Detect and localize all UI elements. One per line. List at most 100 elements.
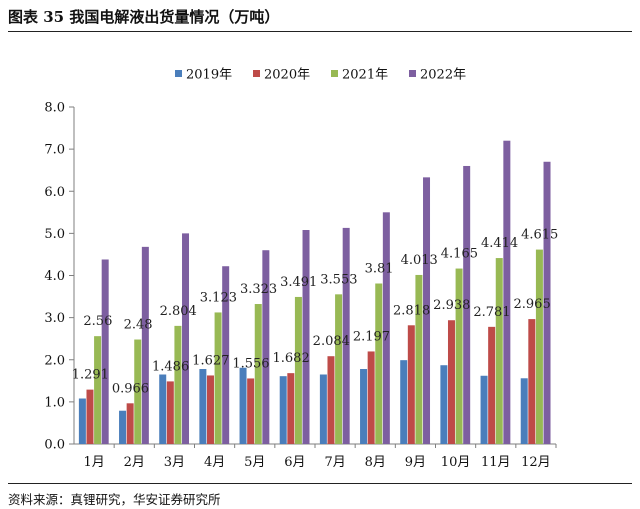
bar bbox=[222, 266, 230, 444]
bar bbox=[440, 365, 448, 444]
bar bbox=[119, 410, 127, 444]
y-tick-label: 8.0 bbox=[44, 101, 65, 116]
bar bbox=[247, 378, 255, 444]
bar bbox=[495, 258, 503, 444]
bar bbox=[126, 403, 134, 444]
data-label: 3.553 bbox=[320, 272, 357, 287]
data-label: 1.627 bbox=[192, 353, 229, 368]
bar bbox=[407, 325, 415, 444]
bar bbox=[367, 351, 375, 444]
data-label: 2.965 bbox=[514, 297, 551, 312]
x-tick-label: 5月 bbox=[244, 455, 265, 470]
legend: 2019年 2020年 2021年 2022年 bbox=[175, 68, 466, 83]
data-label: 2.48 bbox=[124, 318, 153, 333]
data-label: 3.81 bbox=[365, 262, 394, 277]
bar bbox=[302, 230, 310, 444]
bar bbox=[535, 249, 543, 444]
data-label: 4.615 bbox=[521, 228, 558, 243]
legend-swatch bbox=[253, 70, 260, 77]
bar bbox=[447, 320, 455, 444]
bar bbox=[400, 360, 408, 444]
legend-label: 2019年 bbox=[186, 68, 232, 83]
bar bbox=[287, 373, 295, 444]
bar bbox=[480, 375, 488, 444]
bar bbox=[375, 283, 383, 444]
y-tick-label: 3.0 bbox=[44, 311, 65, 326]
legend-swatch bbox=[175, 70, 182, 77]
bar bbox=[488, 326, 496, 444]
bar bbox=[94, 336, 102, 444]
x-tick-label: 1月 bbox=[83, 455, 104, 470]
bar bbox=[254, 304, 262, 444]
data-label: 2.084 bbox=[313, 334, 350, 349]
bar bbox=[262, 250, 270, 444]
x-tick-label: 2月 bbox=[124, 455, 145, 470]
y-tick-label: 0.0 bbox=[44, 438, 65, 453]
legend-label: 2022年 bbox=[420, 68, 466, 83]
legend-label: 2020年 bbox=[264, 68, 310, 83]
data-label: 2.818 bbox=[393, 303, 430, 318]
bar bbox=[174, 325, 182, 444]
bar bbox=[141, 246, 149, 444]
data-label: 1.682 bbox=[273, 351, 310, 366]
bar bbox=[182, 233, 190, 444]
y-tick-label: 1.0 bbox=[44, 395, 65, 410]
bar bbox=[319, 374, 327, 444]
x-tick-label: 4月 bbox=[204, 455, 225, 470]
legend-swatch bbox=[409, 70, 416, 77]
bar bbox=[503, 140, 511, 444]
x-tick-label: 6月 bbox=[284, 455, 305, 470]
bar bbox=[415, 274, 423, 444]
x-tick-label: 12月 bbox=[521, 455, 551, 470]
data-label: 2.197 bbox=[353, 329, 390, 344]
data-label: 4.013 bbox=[401, 253, 438, 268]
y-tick-label: 2.0 bbox=[44, 353, 65, 368]
bar bbox=[159, 374, 167, 444]
data-label: 3.123 bbox=[200, 290, 237, 305]
bar bbox=[335, 294, 343, 444]
source-rule bbox=[8, 483, 632, 484]
bar bbox=[101, 259, 109, 444]
title-rule bbox=[8, 31, 632, 32]
bar bbox=[214, 312, 222, 444]
x-tick-label: 8月 bbox=[365, 455, 386, 470]
data-label: 3.491 bbox=[280, 275, 317, 290]
data-label: 2.804 bbox=[160, 304, 197, 319]
bar bbox=[206, 375, 214, 444]
bar bbox=[78, 398, 86, 444]
data-label: 2.56 bbox=[83, 314, 112, 329]
bar bbox=[239, 367, 247, 444]
bar bbox=[528, 319, 536, 444]
bar bbox=[342, 227, 350, 444]
bar bbox=[166, 381, 174, 444]
y-tick-label: 4.0 bbox=[44, 269, 65, 284]
x-tick-label: 7月 bbox=[324, 455, 345, 470]
bars bbox=[78, 140, 551, 444]
bar bbox=[134, 339, 142, 444]
data-label: 2.781 bbox=[473, 305, 510, 320]
data-label: 1.291 bbox=[72, 368, 109, 383]
x-tick-label: 11月 bbox=[481, 455, 511, 470]
x-tick-label: 3月 bbox=[164, 455, 185, 470]
bar bbox=[520, 378, 528, 444]
source-note: 资料来源：真锂研究，华安证券研究所 bbox=[8, 492, 221, 507]
data-label: 3.323 bbox=[240, 282, 277, 297]
legend-label: 2021年 bbox=[342, 68, 388, 83]
legend-swatch bbox=[331, 70, 338, 77]
data-label: 1.556 bbox=[232, 356, 269, 371]
bar bbox=[86, 389, 94, 444]
data-label: 4.414 bbox=[481, 236, 518, 251]
x-tick-label: 9月 bbox=[405, 455, 426, 470]
bar bbox=[543, 161, 551, 444]
bar bbox=[455, 268, 463, 444]
bar bbox=[294, 296, 302, 444]
data-label: 4.165 bbox=[441, 247, 478, 262]
bar bbox=[327, 356, 335, 444]
x-tick-label: 10月 bbox=[441, 455, 471, 470]
y-tick-label: 5.0 bbox=[44, 227, 65, 242]
data-label: 2.938 bbox=[433, 298, 470, 313]
data-label: 1.486 bbox=[152, 359, 189, 374]
bar bbox=[279, 376, 287, 444]
